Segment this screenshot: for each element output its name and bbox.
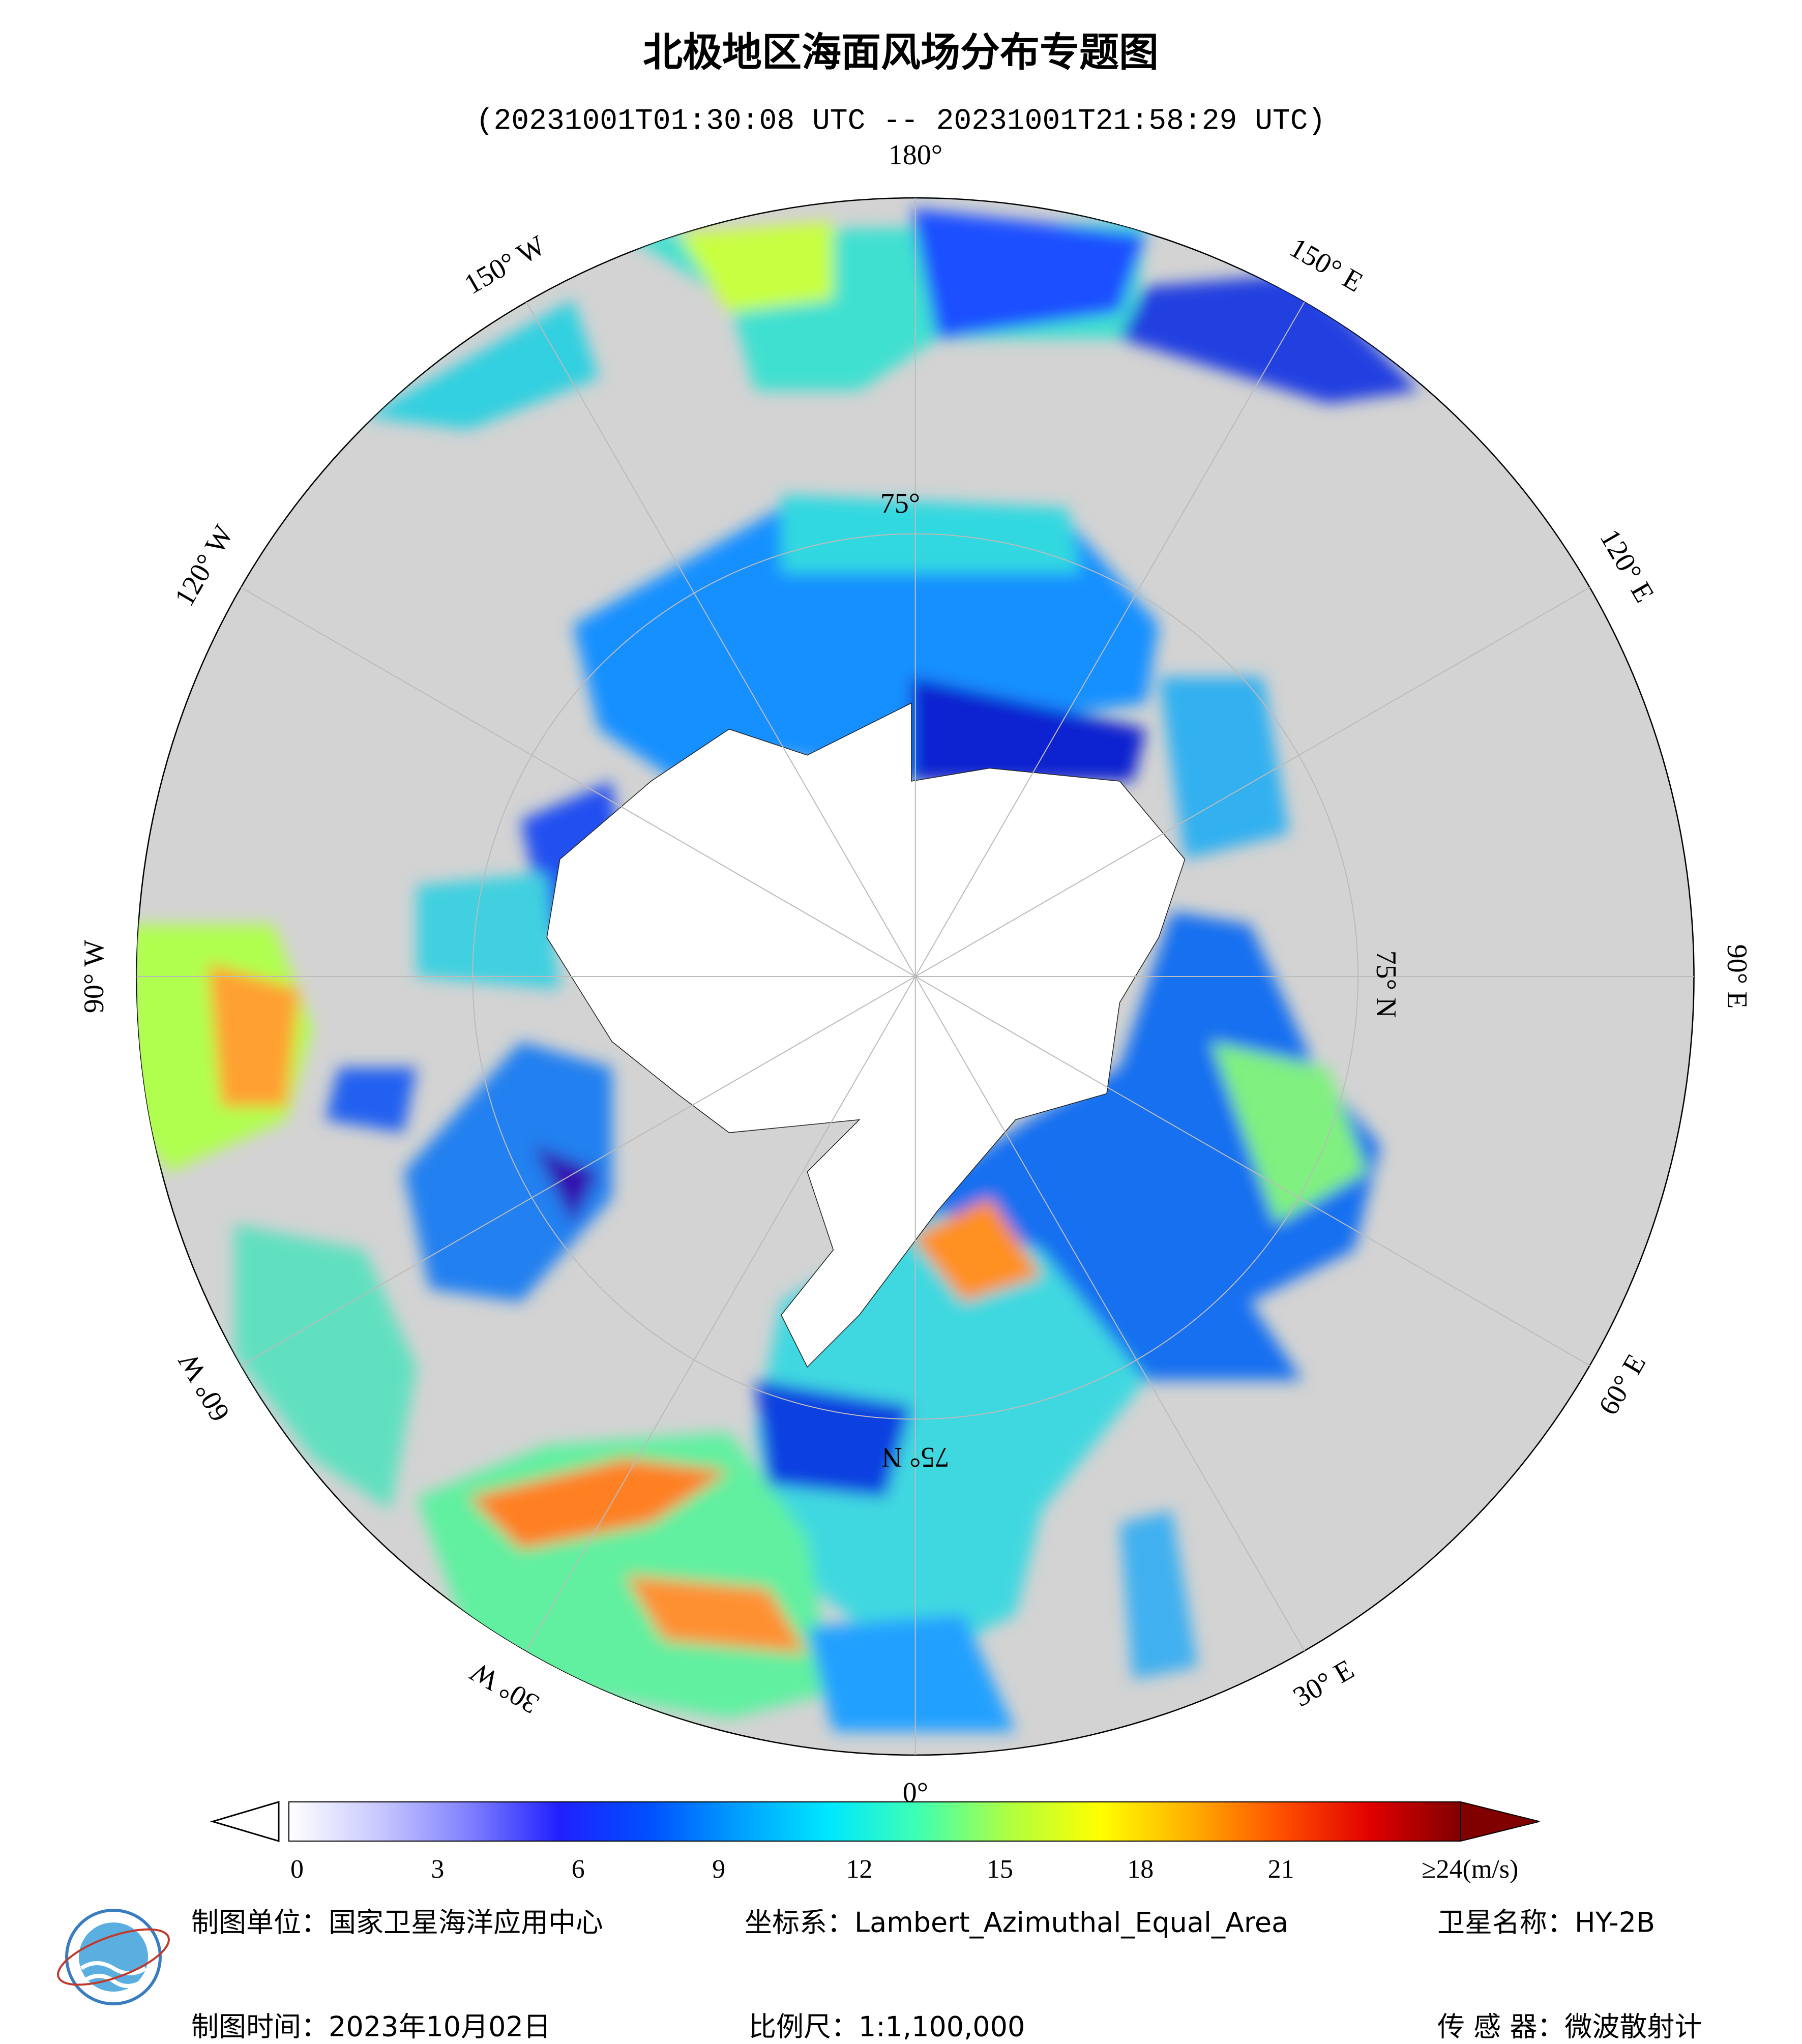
colorbar: 0 3 6 9 12 15 18 21 ≥24(m/s) — [210, 1800, 1540, 1884]
map — [136, 197, 1695, 1756]
colorbar-tick-label: ≥24(m/s) — [1422, 1855, 1518, 1884]
colorbar-tick-label: 3 — [431, 1855, 444, 1884]
footer-date: 制图时间：2023年10月02日 — [191, 2011, 551, 2042]
colorbar-tick-label: 12 — [846, 1855, 873, 1884]
footer-unit: 制图单位：国家卫星海洋应用中心 — [191, 1907, 603, 1939]
footer-scale: 比例尺：1:1,100,000 — [749, 2011, 1025, 2042]
colorbar-tick-label: 18 — [1127, 1855, 1154, 1884]
map-title: 北极地区海面风场分布专题图 — [643, 29, 1159, 75]
footer-satellite: 卫星名称：HY-2B — [1437, 1907, 1655, 1939]
logo — [57, 1909, 170, 2005]
graticule — [136, 198, 1694, 1755]
longitude-label: 90° W — [78, 940, 110, 1013]
colorbar-bar — [288, 1801, 1461, 1842]
colorbar-tick-label: 0 — [290, 1855, 304, 1884]
longitude-label: 90° E — [1721, 944, 1753, 1009]
longitude-label: 0° — [903, 1777, 928, 1809]
sea-ice-greenland — [546, 702, 1186, 1368]
latitude-label: 75° — [880, 488, 920, 519]
longitude-label: 180° — [889, 139, 942, 171]
colorbar-over — [1460, 1801, 1540, 1842]
footer-sensor: 传 感 器：微波散射计 — [1437, 2011, 1702, 2042]
wind-field — [136, 198, 1694, 1755]
map-subtitle: (20231001T01:30:08 UTC -- 20231001T21:58… — [476, 105, 1326, 138]
colorbar-tick-label: 21 — [1268, 1855, 1294, 1884]
latitude-label: 75° N — [882, 1441, 950, 1473]
footer-projection: 坐标系：Lambert_Azimuthal_Equal_Area — [745, 1907, 1288, 1939]
colorbar-tick-label: 9 — [712, 1855, 725, 1884]
colorbar-tick-label: 6 — [572, 1855, 585, 1884]
colorbar-tick-label: 15 — [987, 1855, 1013, 1884]
colorbar-under — [210, 1800, 280, 1843]
latitude-label: 75° N — [1370, 951, 1402, 1018]
